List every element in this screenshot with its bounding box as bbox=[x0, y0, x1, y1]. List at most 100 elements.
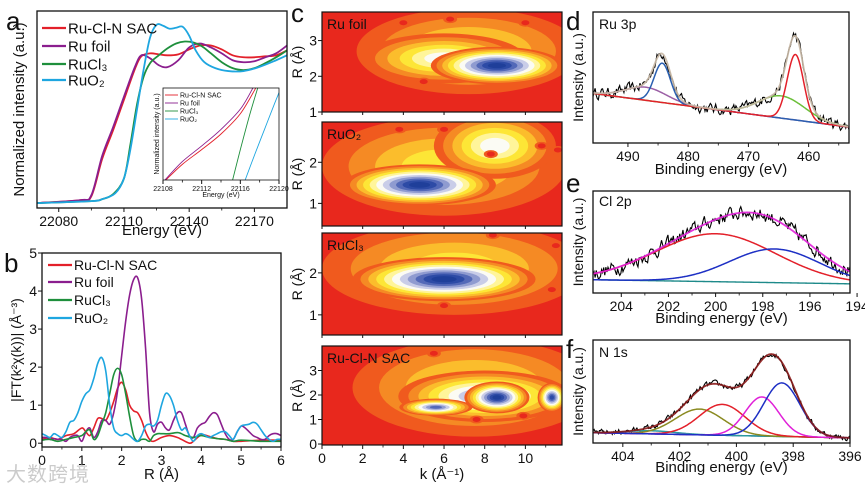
legend-item: Ru-Cl-N SAC bbox=[48, 257, 157, 273]
legend-item: RuCl₃ bbox=[165, 109, 199, 116]
x-tick-label: 10 bbox=[518, 450, 534, 466]
contour-map bbox=[322, 12, 562, 112]
contour-map bbox=[322, 346, 562, 445]
x-tick-label: 0 bbox=[38, 452, 46, 468]
fit-component-ru-3p3-2 bbox=[593, 53, 849, 128]
x-tick-label: 402 bbox=[668, 448, 692, 464]
y-axis-title: |FT(k²χ(k))| (Å⁻³) bbox=[8, 298, 24, 402]
subplot-title: RuCl₃ bbox=[327, 237, 364, 253]
x-tick-label: 5 bbox=[237, 452, 245, 468]
raw-spectrum bbox=[593, 31, 849, 132]
legend-item: RuO₂ bbox=[165, 117, 197, 124]
subplot-title: Ru-Cl-N SAC bbox=[327, 350, 410, 366]
contour-spot-core bbox=[440, 303, 449, 309]
contour-level bbox=[409, 182, 431, 188]
contour-spot-core bbox=[519, 413, 528, 419]
raw-spectrum bbox=[593, 205, 850, 280]
wavelet-subplot-2: 1 2R (Å) RuO₂ bbox=[289, 121, 563, 229]
contour-spot-core bbox=[551, 243, 560, 249]
x-tick-label: 396 bbox=[838, 448, 862, 464]
contour-spot-core bbox=[399, 20, 408, 26]
plot-frame bbox=[592, 11, 850, 144]
y-axis-title: R (Å) bbox=[289, 46, 305, 79]
x-tick-label: 0 bbox=[318, 450, 326, 466]
legend-item: RuCl₃ bbox=[42, 56, 107, 73]
y-tick-label: 4 bbox=[29, 283, 37, 299]
series-line-ruo- bbox=[37, 23, 287, 204]
x-tick-label: 470 bbox=[737, 148, 761, 164]
panel-label-b: b bbox=[4, 248, 18, 278]
legend-label: Ru foil bbox=[180, 101, 200, 108]
x-axis-title: Energy (eV) bbox=[122, 222, 202, 239]
y-tick-label: 0 bbox=[309, 436, 317, 452]
fit-envelope bbox=[593, 34, 849, 128]
legend-label: Ru-Cl-N SAC bbox=[68, 20, 157, 37]
y-tick-label: 1 bbox=[309, 412, 317, 428]
x-tick-label: 4 bbox=[197, 452, 205, 468]
x-tick-label: 2 bbox=[359, 450, 367, 466]
series-group bbox=[37, 23, 287, 204]
contour-level bbox=[480, 137, 510, 154]
y-axis-title: R (Å) bbox=[289, 158, 305, 191]
plot-frame bbox=[592, 190, 851, 294]
spectrum-title: N 1s bbox=[599, 344, 628, 360]
legend-label: Ru foil bbox=[68, 38, 111, 55]
y-tick-label: 2 bbox=[309, 68, 317, 84]
xps-curves bbox=[593, 205, 850, 285]
series-line-ru-foil bbox=[37, 42, 287, 204]
series-line-ru-foil bbox=[164, 88, 254, 180]
y-axis-title: Intensity (a.u.) bbox=[570, 33, 586, 122]
x-tick-label: 6 bbox=[440, 450, 448, 466]
plot-frame bbox=[36, 10, 288, 209]
contour-map bbox=[322, 233, 562, 335]
x-tick-label: 200 bbox=[704, 298, 728, 314]
contour-spot-core bbox=[486, 151, 495, 157]
series-line-ruo- bbox=[244, 92, 279, 180]
legend-item: Ru-Cl-N SAC bbox=[42, 20, 157, 37]
wavelet-subplot-3: 1 2R (Å) RuCl₃ bbox=[289, 232, 563, 338]
y-tick-label: 5 bbox=[29, 245, 37, 261]
y-axis-title: Intensity (a.u.) bbox=[570, 347, 586, 436]
x-axis-title: Binding energy (eV) bbox=[655, 310, 788, 327]
legend-item: Ru foil bbox=[48, 274, 114, 290]
x-tick-label: 398 bbox=[782, 448, 806, 464]
contour-spot-core bbox=[419, 79, 428, 85]
spectrum-title: Cl 2p bbox=[599, 193, 632, 209]
fit-envelope bbox=[593, 353, 850, 439]
x-tick-label: 198 bbox=[751, 298, 775, 314]
series-line-rucl- bbox=[232, 88, 259, 180]
x-tick-label: 3 bbox=[158, 452, 166, 468]
x-tick-label: 460 bbox=[797, 148, 821, 164]
x-tick-label: 22110 bbox=[105, 213, 143, 229]
x-tick-label: 8 bbox=[481, 450, 489, 466]
y-axis-title: R (Å) bbox=[289, 268, 305, 301]
inset-x-axis-title: Energy (eV) bbox=[202, 192, 239, 199]
fit-component-ru-3p1-2 bbox=[593, 62, 849, 128]
wavelet-subplot-4: 0 1 2 3R (Å) Ru-Cl-N SAC 0 2 4 6 8 10 k (Å⁻¹) bbox=[289, 345, 563, 483]
y-tick-label: 2 bbox=[309, 154, 317, 170]
y-tick-label: 2 bbox=[29, 359, 37, 375]
contour-level bbox=[487, 62, 507, 69]
x-axis-title: Binding energy (eV) bbox=[655, 459, 788, 476]
x-axis-title: R (Å) bbox=[144, 466, 179, 483]
legend-item: RuO₂ bbox=[42, 72, 105, 89]
y-tick-label: 1 bbox=[309, 104, 317, 120]
x-tick-label: 22120 bbox=[269, 186, 289, 193]
contour-spot-core bbox=[446, 16, 455, 22]
legend-label: Ru foil bbox=[74, 274, 114, 290]
legend-label: RuCl₃ bbox=[74, 292, 111, 308]
legend-label: Ru-Cl-N SAC bbox=[74, 257, 157, 273]
x-tick-label: 2 bbox=[118, 452, 126, 468]
legend-item: RuCl₃ bbox=[48, 292, 111, 308]
y-tick-label: 3 bbox=[29, 321, 37, 337]
x-axis-title: Binding energy (eV) bbox=[655, 161, 788, 178]
legend-label: RuO₂ bbox=[180, 117, 197, 124]
x-tick-label: 490 bbox=[616, 148, 640, 164]
series-group bbox=[42, 275, 281, 445]
x-tick-label: 22140 bbox=[170, 213, 209, 229]
x-tick-label: 22080 bbox=[39, 213, 78, 229]
y-axis-title: Normalized intensity (a.u.) bbox=[11, 22, 28, 196]
y-tick-label: 1 bbox=[29, 397, 37, 413]
wavelet-subplot-1: 1 2 3R (Å) Ru foil bbox=[289, 11, 563, 120]
legend-label: RuCl₃ bbox=[68, 56, 107, 73]
